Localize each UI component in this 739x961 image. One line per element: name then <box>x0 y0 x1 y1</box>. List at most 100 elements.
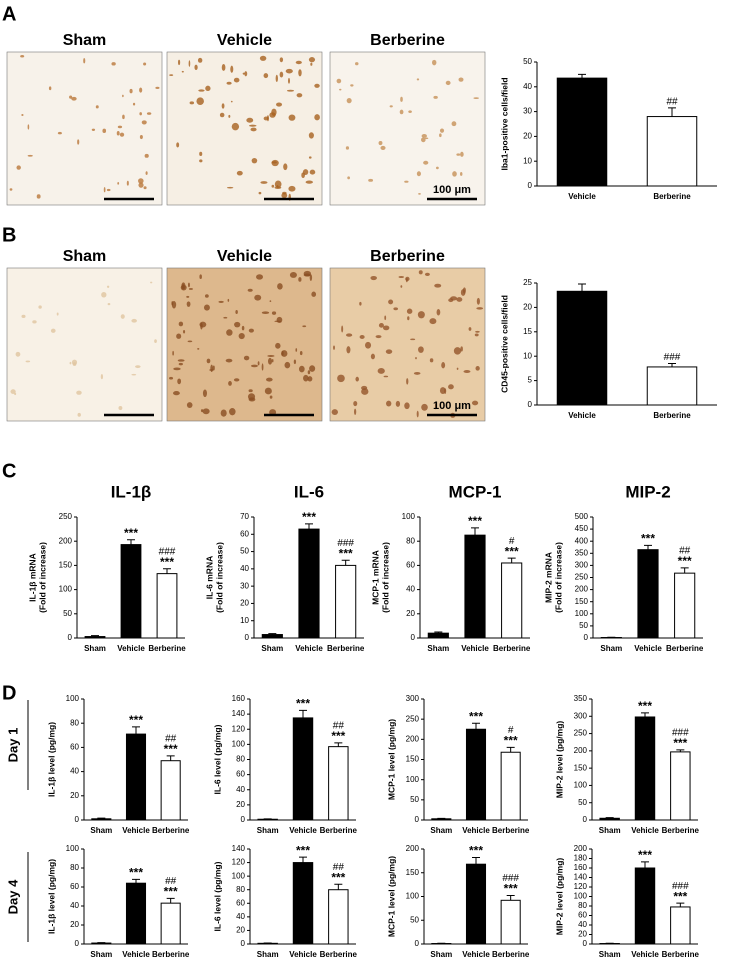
y-tick-label: 60 <box>236 770 245 779</box>
stained-cell <box>456 297 463 302</box>
stained-cell <box>187 282 190 288</box>
y-tick-label: 40 <box>70 767 79 776</box>
error-bar <box>578 283 586 292</box>
stained-cell <box>277 283 283 290</box>
stained-cell <box>183 330 186 334</box>
stained-cell <box>398 275 405 278</box>
significance-marker: # <box>509 536 515 547</box>
axis <box>423 849 528 945</box>
x-tick-label: Sham <box>261 644 283 653</box>
image-title: Vehicle <box>217 248 272 265</box>
stained-cell <box>460 346 463 352</box>
y-tick-label: 200 <box>406 734 420 743</box>
error-bar <box>268 633 277 635</box>
stained-cell <box>76 390 82 395</box>
y-tick-label: 150 <box>575 597 589 606</box>
x-tick-label: Sham <box>90 950 112 959</box>
stained-cell <box>248 328 254 333</box>
stained-cell <box>460 289 466 296</box>
significance-marker: ### <box>672 727 689 738</box>
stained-cell <box>274 186 282 190</box>
stained-cell <box>345 146 350 150</box>
bar <box>637 549 659 639</box>
error-bar <box>471 527 479 536</box>
stained-cell <box>288 114 296 121</box>
y-tick-label: 80 <box>70 718 79 727</box>
stained-cell <box>365 341 372 349</box>
stained-cell <box>458 77 464 82</box>
image-title: Vehicle <box>217 32 272 49</box>
stained-cell <box>212 365 215 371</box>
axis <box>536 283 717 406</box>
y-tick-label: 50 <box>579 621 588 630</box>
y-axis-label: MCP-1 level (pg/mg) <box>386 856 396 937</box>
significance-marker: *** <box>468 514 482 528</box>
significance-marker: *** <box>339 546 353 560</box>
stained-cell <box>308 57 316 63</box>
y-tick-label: 120 <box>232 724 246 733</box>
y-axis-label: (Fold of increase) <box>37 542 47 613</box>
x-tick-label: Vehicle <box>295 644 323 653</box>
panel-label: C <box>2 460 16 482</box>
stained-cell <box>233 77 240 83</box>
x-tick-label: Sham <box>599 826 621 835</box>
bar <box>427 632 449 639</box>
significance-marker: *** <box>129 713 143 727</box>
error-bar <box>676 749 685 752</box>
stained-cell <box>155 86 160 89</box>
y-tick-label: 60 <box>236 898 245 907</box>
significance-marker: *** <box>469 709 483 723</box>
y-tick-label: 20 <box>70 920 79 929</box>
stained-cell <box>71 96 77 101</box>
stained-cell <box>280 350 288 357</box>
stained-cell <box>197 57 203 63</box>
x-tick-label: Sham <box>427 644 449 653</box>
stained-cell <box>416 78 420 81</box>
stained-cell <box>146 112 152 115</box>
x-tick-label: Vehicle <box>462 826 490 835</box>
significance-marker: *** <box>504 882 518 896</box>
stained-cell <box>199 274 202 280</box>
error-bar <box>299 709 307 718</box>
y-tick-label: 60 <box>70 743 79 752</box>
stained-cell <box>434 283 442 288</box>
y-tick-label: 160 <box>232 694 246 703</box>
stained-cell <box>246 117 254 123</box>
y-tick-label: 0 <box>245 633 250 642</box>
y-tick-label: 20 <box>236 800 245 809</box>
stained-cell <box>269 300 272 303</box>
y-tick-label: 0 <box>68 633 73 642</box>
y-tick-label: 500 <box>575 512 589 521</box>
stained-cell <box>244 71 248 77</box>
stained-cell <box>173 367 181 371</box>
stained-cell <box>421 403 428 411</box>
error-bar <box>507 557 516 563</box>
x-tick-label: Vehicle <box>122 826 150 835</box>
stained-cell <box>307 370 311 375</box>
y-tick-label: 350 <box>574 694 588 703</box>
stained-cell <box>135 365 141 369</box>
stained-cell <box>188 60 191 67</box>
significance-marker: *** <box>164 885 178 899</box>
stained-cell <box>38 305 42 309</box>
stained-cell <box>350 84 354 87</box>
y-tick-label: 20 <box>236 926 245 935</box>
stained-cell <box>418 270 423 275</box>
stained-cell <box>276 316 283 323</box>
row-label: Day 4 <box>5 879 20 914</box>
y-tick-label: 40 <box>578 920 587 929</box>
stained-cell <box>439 128 445 133</box>
y-tick-label: 0 <box>528 181 533 190</box>
y-tick-label: 150 <box>574 763 588 772</box>
x-tick-label: Sham <box>257 826 279 835</box>
stained-cell <box>453 347 462 355</box>
stained-cell <box>380 145 386 151</box>
error-bar <box>472 722 480 730</box>
stained-cell <box>178 321 184 327</box>
stained-cell <box>361 385 368 391</box>
stained-cell <box>56 312 59 316</box>
stained-cell <box>303 374 309 382</box>
x-tick-label: Sham <box>600 644 622 653</box>
y-tick-label: 0 <box>75 939 80 948</box>
stained-cell <box>202 389 207 398</box>
